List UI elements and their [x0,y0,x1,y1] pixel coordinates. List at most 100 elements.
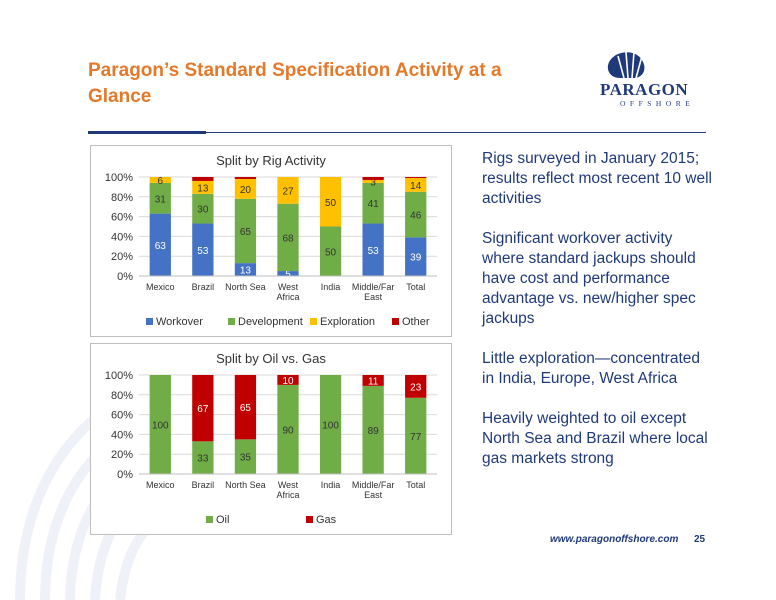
rig-activity-ytick: 60% [111,212,133,224]
rig-activity-xtick: West [278,282,299,292]
rig-activity-data-label: 50 [325,198,337,209]
rig-activity-data-label: 13 [197,183,209,194]
oil-gas-data-label: 67 [197,404,209,415]
bullet-exploration: Little exploration—concentrated in India… [482,350,700,387]
rig-activity-xtick: Middle/Far [352,282,395,292]
oil-gas-bar-oil [192,441,214,474]
title-rule-accent [88,131,206,134]
rig-activity-bar-other [405,177,427,178]
rig-activity-legend-label: Workover [156,316,203,328]
rig-activity-data-label: 31 [155,194,167,205]
oil-gas-data-label: 10 [282,376,294,387]
rig-activity-data-label: 13 [240,266,252,277]
paragon-logo [607,51,645,79]
rig-activity-xtick: Africa [276,292,299,302]
page-number: 25 [694,534,706,545]
rig-activity-legend-swatch [392,318,399,325]
rig-activity-bar-other [362,177,384,180]
rig-activity-data-label: 3 [370,177,376,188]
oil-gas-ytick: 20% [111,449,133,461]
rig-activity-data-label: 68 [282,233,294,244]
rig-activity-xtick: Brazil [192,282,215,292]
oil-gas-bar-oil [319,375,342,474]
rig-activity-data-label: 46 [410,211,422,222]
rig-activity-bar-development [234,198,257,264]
oil-gas-title: Split by Oil vs. Gas [216,351,326,366]
rig-activity-bar-development [405,191,427,238]
oil-gas-bar-gas [192,375,214,442]
oil-gas-bar-oil [149,375,171,474]
oil-gas-xtick: West [278,480,299,490]
rig-activity-bar-workover [149,213,171,276]
oil-gas-xtick: Middle/Far [352,480,395,490]
oil-gas-legend-label: Gas [316,514,337,526]
rig-activity-xtick: Mexico [146,282,175,292]
rig-activity-xtick: India [321,282,341,292]
oil-gas-bar-oil [234,439,257,474]
oil-gas-ytick: 80% [111,390,133,402]
oil-gas-bar-oil [405,397,427,474]
chart-rig-activity-svg: Split by Rig Activity 0% 20% 40% 60% 80% 100% 6… [105,153,437,328]
rig-activity-legend-swatch [310,318,317,325]
oil-gas-xtick: North Sea [225,480,266,490]
oil-gas-data-label: 11 [368,376,379,387]
rig-activity-ytick: 100% [105,172,133,184]
rig-activity-bar-other [192,177,214,181]
oil-gas-data-label: 100 [152,421,169,432]
rig-activity-bar-workover [362,223,384,276]
rig-activity-bar-other [234,177,257,179]
rig-activity-legend-swatch [228,318,235,325]
logo-wordmark: PARAGON [600,80,689,99]
rig-activity-data-label: 30 [197,205,209,216]
rig-activity-xtick: North Sea [225,282,266,292]
oil-gas-xtick: Brazil [192,480,215,490]
bullet-survey: Rigs surveyed in January 2015; results r… [482,150,713,207]
rig-activity-ytick: 0% [117,271,133,283]
rig-activity-xtick: Total [406,282,425,292]
rig-activity-bar-workover [234,263,257,276]
oil-gas-xtick: India [321,480,341,490]
footer-url[interactable]: www.paragonoffshore.com [550,534,679,545]
rig-activity-bar-workover [277,271,299,276]
rig-activity-bar-development [192,193,214,224]
rig-activity-data-label: 50 [325,247,337,258]
chart-oil-gas-svg: Split by Oil vs. Gas 0% 20% 40% 60% 80% 100% 10… [105,351,437,526]
oil-gas-bar-gas [405,375,427,398]
oil-gas-ytick: 0% [117,469,133,481]
rig-activity-data-label: 65 [240,227,252,238]
chart-oil-gas: Split by Oil vs. Gas 0% 20% 40% 60% 80% 100% 10… [90,343,452,535]
rig-activity-legend-label: Exploration [320,316,375,328]
rig-activity-bar-development [277,203,299,272]
oil-gas-ytick: 40% [111,429,133,441]
rig-activity-data-label: 39 [410,253,422,264]
oil-gas-legend-swatch [306,516,313,523]
rig-activity-bar-development [319,226,342,276]
oil-gas-bar-oil [277,384,299,474]
oil-gas-data-label: 77 [410,432,422,443]
rig-activity-bar-exploration [149,177,171,183]
shell-logo-icon [607,51,645,79]
bullet-oil-gas: Heavily weighted to oil except North Sea… [482,410,708,467]
logo-subtitle: OFFSHORE [620,99,695,108]
oil-gas-xtick: Total [406,480,425,490]
rig-activity-legend-label: Development [238,316,303,328]
oil-gas-xtick: East [364,490,383,500]
rig-activity-bar-workover [192,223,214,276]
oil-gas-ytick: 100% [105,370,133,382]
oil-gas-data-label: 100 [322,421,339,432]
rig-activity-bar-exploration [234,178,257,199]
page-title: Paragon’s Standard Specification Activit… [88,60,502,107]
oil-gas-xtick: Africa [276,490,299,500]
rig-activity-data-label: 20 [240,185,252,196]
chart-rig-activity: Split by Rig Activity 0% 20% 40% 60% 80% 100% 6… [90,145,452,337]
oil-gas-legend-label: Oil [216,514,229,526]
rig-activity-title: Split by Rig Activity [216,153,326,168]
oil-gas-bar-gas [234,375,257,440]
oil-gas-data-label: 23 [410,382,422,393]
rig-activity-data-label: 53 [368,246,380,257]
rig-activity-legend-label: Other [402,316,430,328]
oil-gas-data-label: 89 [368,426,380,437]
oil-gas-xtick: Mexico [146,480,175,490]
rig-activity-data-label: 27 [282,186,294,197]
rig-activity-bar-development [149,182,171,214]
